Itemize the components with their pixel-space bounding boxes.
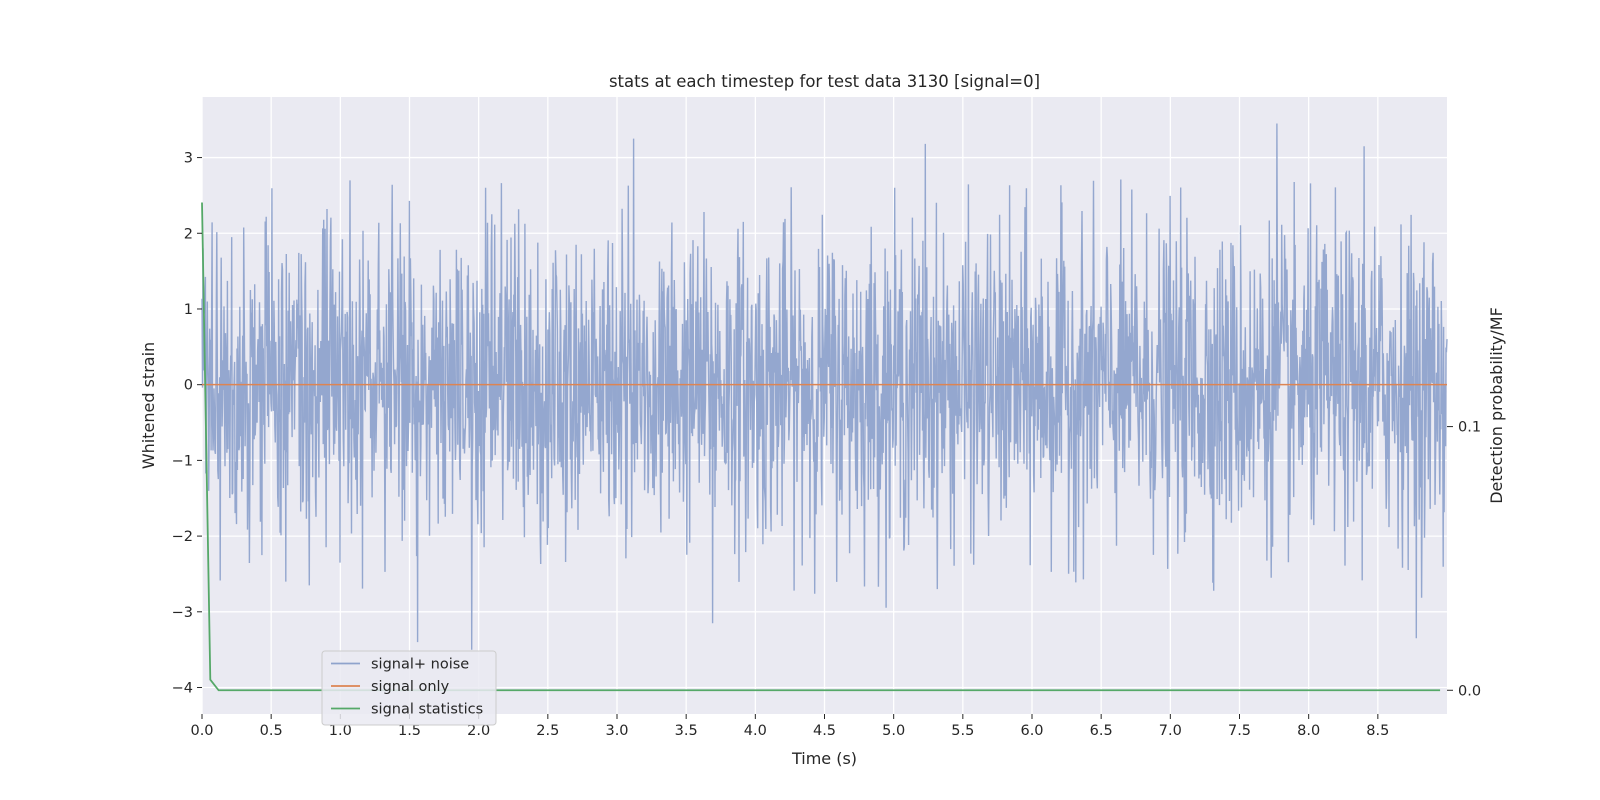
x-tick-label: 2.0 xyxy=(467,723,490,739)
y-axis-title: Whitened strain xyxy=(139,342,158,469)
legend-box xyxy=(321,650,497,726)
legend-label-signal-only: signal only xyxy=(371,679,450,695)
y-tick-label: 1 xyxy=(184,302,193,318)
legend-label-signal-noise: signal+ noise xyxy=(371,657,469,673)
legend-label-signal-statistics: signal statistics xyxy=(371,702,483,718)
series-signal-statistics xyxy=(201,202,1441,692)
x-tick-label: 4.5 xyxy=(813,723,836,739)
y-right-axis-title: Detection probability/MF xyxy=(1487,307,1506,504)
series-signal-noise xyxy=(201,123,1448,650)
y-right-tick-label: 0.1 xyxy=(1458,420,1481,436)
axis-ticks: 0.0 0.5 1.0 1.5 2.0 2.5 3.0 3.5 4.0 4.5 5.0 5.5 6.0 6… xyxy=(172,151,1481,739)
x-tick-label: 7.5 xyxy=(1228,723,1251,739)
x-tick-label: 3.5 xyxy=(675,723,698,739)
x-tick-label: 8.0 xyxy=(1297,723,1320,739)
y-right-tick-label: 0.0 xyxy=(1458,683,1481,699)
y-tick-label: −1 xyxy=(172,453,193,469)
y-tick-label: 0 xyxy=(184,378,193,394)
x-tick-label: 5.0 xyxy=(882,723,905,739)
x-tick-label: 3.0 xyxy=(605,723,628,739)
y-tick-label: −4 xyxy=(172,681,193,697)
x-tick-label: 0.0 xyxy=(190,723,213,739)
x-tick-label: 1.0 xyxy=(329,723,352,739)
chart-title: stats at each timestep for test data 313… xyxy=(609,72,1040,91)
x-tick-label: 2.5 xyxy=(536,723,559,739)
y-tick-label: 3 xyxy=(184,151,193,167)
x-tick-label: 5.5 xyxy=(951,723,974,739)
x-tick-label: 7.0 xyxy=(1159,723,1182,739)
y-tick-label: −3 xyxy=(172,605,193,621)
x-axis-title: Time (s) xyxy=(791,749,857,768)
x-tick-label: 8.5 xyxy=(1366,723,1389,739)
legend: signal+ noise signal only signal statist… xyxy=(321,650,497,726)
x-tick-label: 0.5 xyxy=(260,723,283,739)
series-layer xyxy=(201,123,1448,692)
x-tick-label: 6.5 xyxy=(1090,723,1113,739)
y-tick-label: −2 xyxy=(172,529,193,545)
x-tick-label: 4.0 xyxy=(744,723,767,739)
x-tick-label: 1.5 xyxy=(398,723,421,739)
x-tick-label: 6.0 xyxy=(1020,723,1043,739)
y-tick-label: 2 xyxy=(184,226,193,242)
